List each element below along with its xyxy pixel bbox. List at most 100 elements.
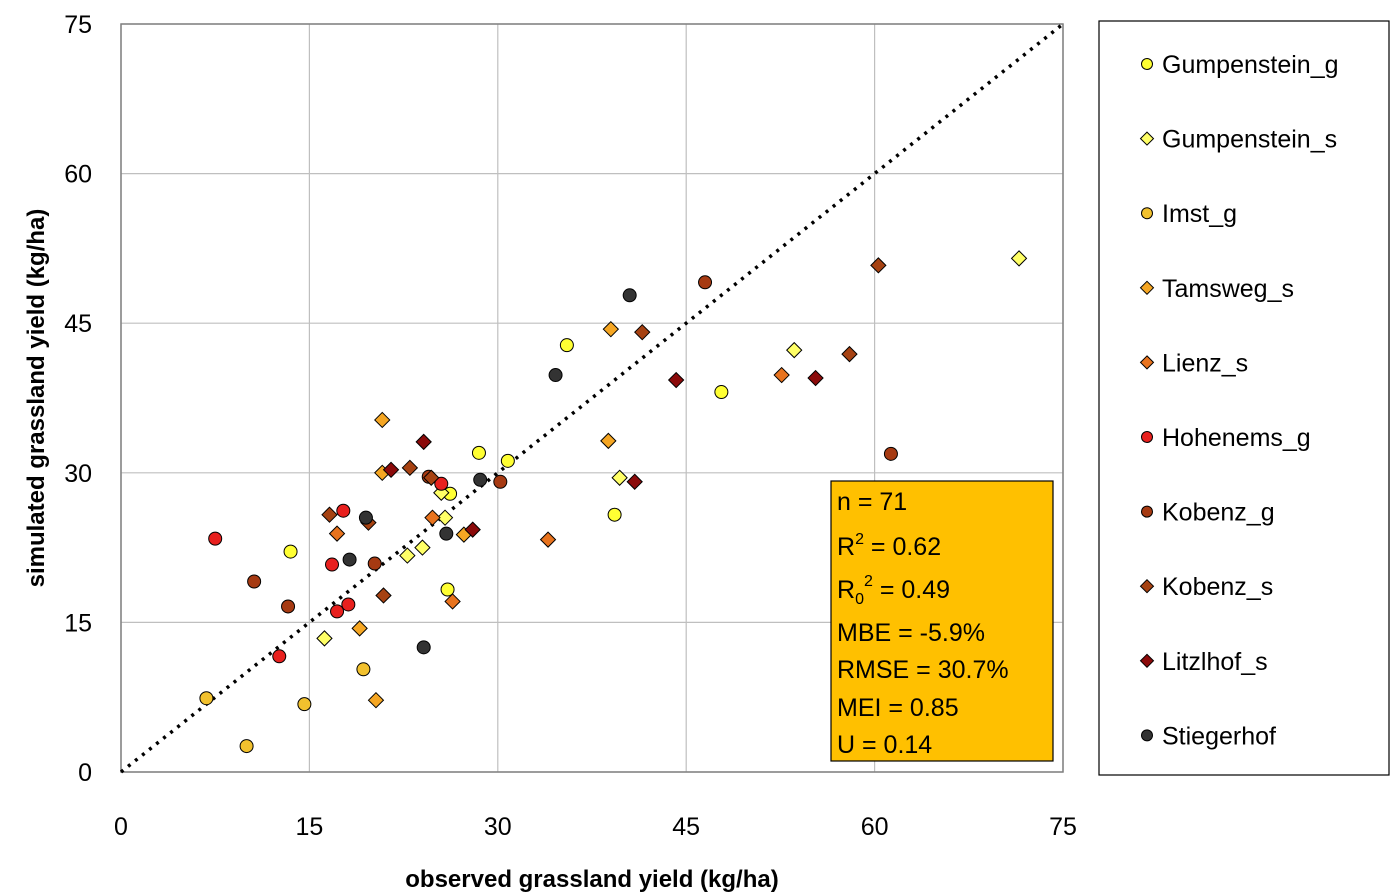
data-point-gumpenstein-g [471,445,486,460]
y-axis-label: simulated grassland yield (kg/ha) [23,209,50,588]
x-tick-label: 60 [861,813,889,841]
data-point-kobenz-s [841,345,858,363]
data-point-gumpenstein-s [1010,250,1028,267]
data-point-lienz-s [539,531,557,548]
data-point-hohenems-g [434,476,449,491]
legend-label-kobenz-g: Kobenz_g [1162,499,1275,527]
data-point-stiegerhof [622,288,637,303]
data-point-hohenems-g [272,649,287,664]
data-point-tamsweg-s [367,691,385,709]
legend-label-gumpenstein-s: Gumpenstein_s [1162,126,1337,154]
data-point-hohenems-g [330,604,345,619]
data-point-litzlhof-s [382,461,400,479]
data-point-gumpenstein-s [611,469,628,486]
data-point-stiegerhof [342,552,357,567]
y-tick-label: 15 [64,609,92,637]
data-point-imst-g [199,691,214,706]
legend-marker-gumpenstein-g [1141,58,1153,70]
data-point-kobenz-s [321,506,338,523]
data-point-gumpenstein-s [436,509,454,526]
legend-marker-lienz-s [1139,355,1155,370]
legend-label-hohenems-g: Hohenems_g [1162,424,1311,452]
stats-r02: R02 = 0.49 [837,573,950,608]
legend-label-gumpenstein-g: Gumpenstein_g [1162,51,1339,79]
data-point-litzlhof-s [464,521,481,538]
data-point-hohenems-g [325,557,340,572]
stats-mbe: MBE = -5.9% [837,619,985,647]
data-point-tamsweg-s [600,432,617,450]
data-point-tamsweg-s [602,320,620,338]
legend-marker-kobenz-g [1141,505,1153,518]
data-point-kobenz-s [870,257,887,274]
plot-frame [120,23,1064,773]
data-point-kobenz-g [367,556,382,571]
legend-label-tamsweg-s: Tamsweg_s [1162,275,1294,303]
data-point-lienz-s [773,366,790,384]
x-tick-label: 0 [114,813,128,841]
x-axis-label: observed grassland yield (kg/ha) [405,866,778,893]
stats-box-background [830,480,1054,762]
data-point-hohenems-g [341,597,356,612]
stats-r2: R2 = 0.62 [837,531,941,561]
data-point-gumpenstein-g [283,544,298,559]
legend-label-lienz-s: Lienz_s [1162,349,1248,377]
data-point-gumpenstein-s [399,547,416,564]
stats-mei: MEI = 0.85 [837,694,959,722]
y-axis-ticks: 0 15 30 45 60 75 [64,11,92,787]
data-point-lienz-s [328,525,346,542]
y-tick-label: 75 [64,11,92,39]
data-point-stiegerhof [548,368,563,383]
data-point-kobenz-s [634,323,651,341]
data-point-litzlhof-s [626,473,643,490]
data-point-kobenz-g [883,446,898,461]
stats-n: n = 71 [837,488,907,516]
stats-rmse: RMSE = 30.7% [837,656,1009,684]
data-point-imst-g [297,697,312,712]
x-tick-label: 75 [1049,813,1077,841]
legend-label-litzlhof-s: Litzlhof_s [1162,648,1268,676]
data-point-tamsweg-s [374,411,391,429]
stats-box: n = 71 R2 = 0.62 R02 = 0.49 MBE = -5.9% … [830,480,1054,762]
data-point-kobenz-g [493,474,508,489]
legend-marker-kobenz-s [1139,578,1155,594]
legend-label-imst-g: Imst_g [1162,200,1237,228]
data-point-imst-g [239,739,254,754]
x-tick-label: 45 [672,813,700,841]
data-points [199,250,1028,754]
data-point-imst-g [356,662,371,677]
data-point-stiegerhof [439,526,454,541]
data-point-litzlhof-s [807,369,824,387]
data-point-stiegerhof [416,640,431,655]
one-to-one-line [119,22,1065,774]
x-tick-label: 15 [295,813,323,841]
legend-marker-imst-g [1141,207,1153,220]
x-axis-ticks: 0 15 30 45 60 75 [114,813,1077,841]
legend-marker-stiegerhof [1141,729,1153,742]
data-point-kobenz-g [698,275,713,290]
data-point-gumpenstein-g [607,507,622,522]
legend-marker-tamsweg-s [1139,280,1155,296]
legend: Gumpenstein_g Gumpenstein_s Imst_g Tamsweg_… [1098,20,1390,776]
data-point-lienz-s [444,593,461,610]
legend-marker-litzlhof-s [1139,653,1155,669]
data-point-stiegerhof [358,510,373,525]
data-point-tamsweg-s [351,620,368,637]
data-point-kobenz-s [375,587,392,604]
legend-marker-gumpenstein-s [1139,131,1155,146]
data-point-gumpenstein-s [316,630,333,647]
data-point-gumpenstein-s [414,539,431,556]
y-tick-label: 0 [78,759,92,787]
legend-label-stiegerhof: Stiegerhof [1162,722,1276,750]
y-tick-label: 30 [64,460,92,488]
data-point-gumpenstein-g [559,338,574,353]
legend-marker-hohenems-g [1141,431,1153,443]
data-point-hohenems-g [208,531,223,546]
legend-label-kobenz-s: Kobenz_s [1162,573,1273,601]
y-tick-label: 45 [64,310,92,338]
data-point-hohenems-g [336,503,351,518]
data-point-kobenz-g [247,574,262,589]
x-tick-label: 30 [484,813,512,841]
data-point-stiegerhof [473,472,488,487]
data-point-gumpenstein-g [500,453,515,468]
data-point-gumpenstein-g [440,582,455,597]
